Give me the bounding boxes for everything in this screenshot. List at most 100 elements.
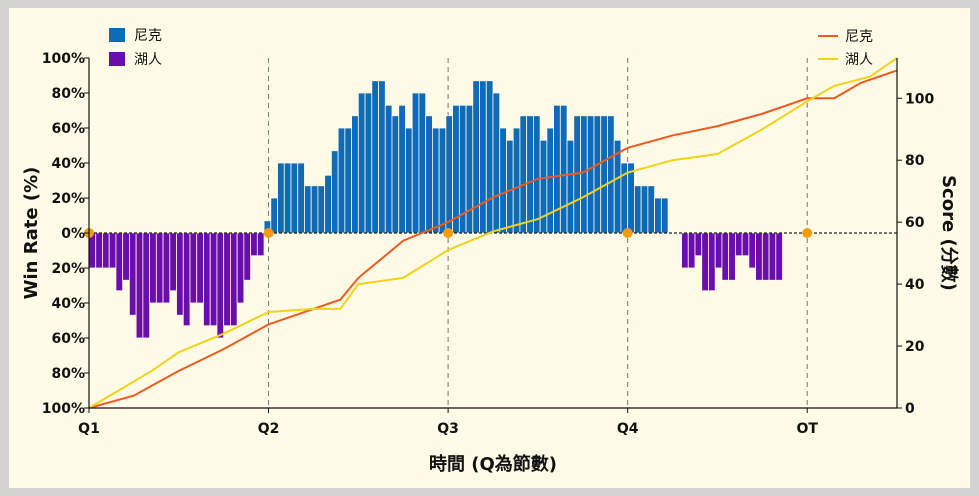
win-rate-bar	[95, 232, 103, 269]
win-rate-bar	[634, 185, 642, 234]
bar-legend-label-knicks: 尼克	[134, 28, 162, 44]
win-rate-bar	[721, 232, 730, 281]
win-rate-bar	[169, 232, 177, 292]
win-rate-bar	[236, 232, 245, 304]
left-axis-ticks: 100% 80% 60% 40% 20% 0% 20% 40% 60% 80% 100%	[42, 51, 89, 417]
win-rate-bar	[485, 80, 494, 234]
line-legend-label-lakers: 湖人	[845, 52, 873, 68]
quarter-marker	[802, 228, 813, 238]
left-tick-label: 60%	[51, 121, 85, 137]
win-rate-bar	[115, 232, 124, 292]
win-rate-bar	[135, 232, 144, 339]
win-rate-bar	[108, 232, 117, 269]
win-rate-bar	[344, 127, 353, 234]
x-tick-label: OT	[796, 421, 818, 437]
win-rate-bar	[203, 232, 211, 327]
right-axis-title: Score (分數)	[938, 175, 959, 291]
win-rate-bar	[425, 115, 433, 234]
win-rate-bar	[748, 232, 756, 269]
win-rate-bar	[122, 232, 130, 281]
win-rate-bar	[418, 92, 427, 234]
win-rate-bar	[627, 162, 635, 234]
line-legend: 尼克 湖人	[818, 29, 873, 68]
win-rate-bar	[411, 92, 420, 234]
left-tick-label: 60%	[51, 331, 85, 347]
win-rate-bar	[128, 232, 137, 316]
win-rate-bar	[223, 232, 231, 327]
x-axis-title: 時間 (Q為節數)	[429, 453, 557, 475]
win-rate-bar	[384, 104, 393, 234]
x-axis-ticks: Q1 Q2 Q3 Q4 OT	[78, 408, 818, 437]
win-rate-bar	[735, 232, 743, 257]
win-rate-bar	[580, 115, 588, 234]
bar-legend-swatch-knicks	[109, 28, 125, 42]
win-rate-bar	[452, 104, 460, 234]
left-tick-label: 80%	[51, 86, 85, 102]
win-rate-bar	[492, 92, 501, 234]
left-tick-label: 80%	[51, 366, 85, 382]
win-rate-bar	[553, 104, 561, 234]
right-tick-label: 100	[905, 91, 934, 107]
quarter-marker	[263, 228, 274, 238]
win-rate-bar	[405, 127, 413, 234]
win-rate-bar	[290, 162, 299, 234]
win-rate-bar	[330, 150, 339, 234]
win-rate-bar	[445, 115, 454, 234]
win-rate-bar	[182, 232, 191, 327]
win-rate-bar	[256, 232, 265, 257]
win-rate-bar	[586, 115, 595, 234]
win-rate-bar	[728, 232, 736, 281]
win-rate-bar	[324, 174, 332, 234]
left-tick-label: 40%	[51, 296, 85, 312]
win-rate-bar	[431, 127, 440, 234]
win-rate-bar	[304, 185, 312, 234]
win-rate-bar	[88, 232, 97, 269]
win-rate-bar	[714, 232, 723, 269]
left-tick-label: 0%	[61, 226, 85, 242]
right-tick-label: 0	[905, 401, 915, 417]
win-rate-bar	[559, 104, 568, 234]
win-rate-bar	[526, 115, 534, 234]
win-rate-bar	[317, 185, 326, 234]
x-tick-label: Q4	[617, 421, 639, 437]
win-rate-bar	[196, 232, 204, 304]
win-rate-bar	[708, 232, 716, 292]
win-rate-bar	[155, 232, 164, 304]
win-rate-bar	[162, 232, 171, 304]
score-line-lakers	[88, 57, 898, 409]
left-tick-label: 100%	[42, 401, 85, 417]
win-rate-bar	[539, 139, 548, 234]
left-tick-label: 20%	[51, 191, 85, 207]
bar-legend: 尼克 湖人	[109, 28, 162, 68]
win-rate-bar	[761, 232, 770, 281]
score-line-knicks	[88, 69, 898, 409]
win-rate-bar	[270, 197, 278, 234]
quarter-marker	[443, 228, 454, 238]
win-rate-bar	[607, 115, 615, 234]
win-rate-bar	[438, 127, 447, 234]
win-rate-bar	[533, 115, 541, 234]
win-rate-bar	[371, 80, 379, 234]
quarter-markers	[84, 228, 813, 238]
win-rate-bar	[775, 232, 783, 281]
win-rate-bar	[216, 232, 225, 339]
right-tick-label: 60	[905, 215, 925, 231]
win-rate-bar	[701, 232, 709, 292]
win-rate-bar	[149, 232, 157, 304]
right-tick-label: 20	[905, 339, 925, 355]
win-rate-bar	[593, 115, 602, 234]
left-tick-label: 100%	[42, 51, 85, 67]
win-rate-bar	[479, 80, 487, 234]
win-rate-bar	[297, 162, 305, 234]
win-rate-bar	[519, 115, 528, 234]
win-rate-bar	[499, 127, 507, 234]
win-rate-bar	[398, 104, 406, 234]
win-rate-bar	[566, 139, 575, 234]
score-lines	[88, 57, 898, 409]
win-rate-bar	[506, 139, 514, 234]
win-rate-bar	[472, 80, 480, 234]
right-axis-ticks: 0 20 40 60 80 100	[897, 91, 934, 417]
bar-legend-swatch-lakers	[109, 52, 125, 66]
win-rate-bar	[310, 185, 319, 234]
